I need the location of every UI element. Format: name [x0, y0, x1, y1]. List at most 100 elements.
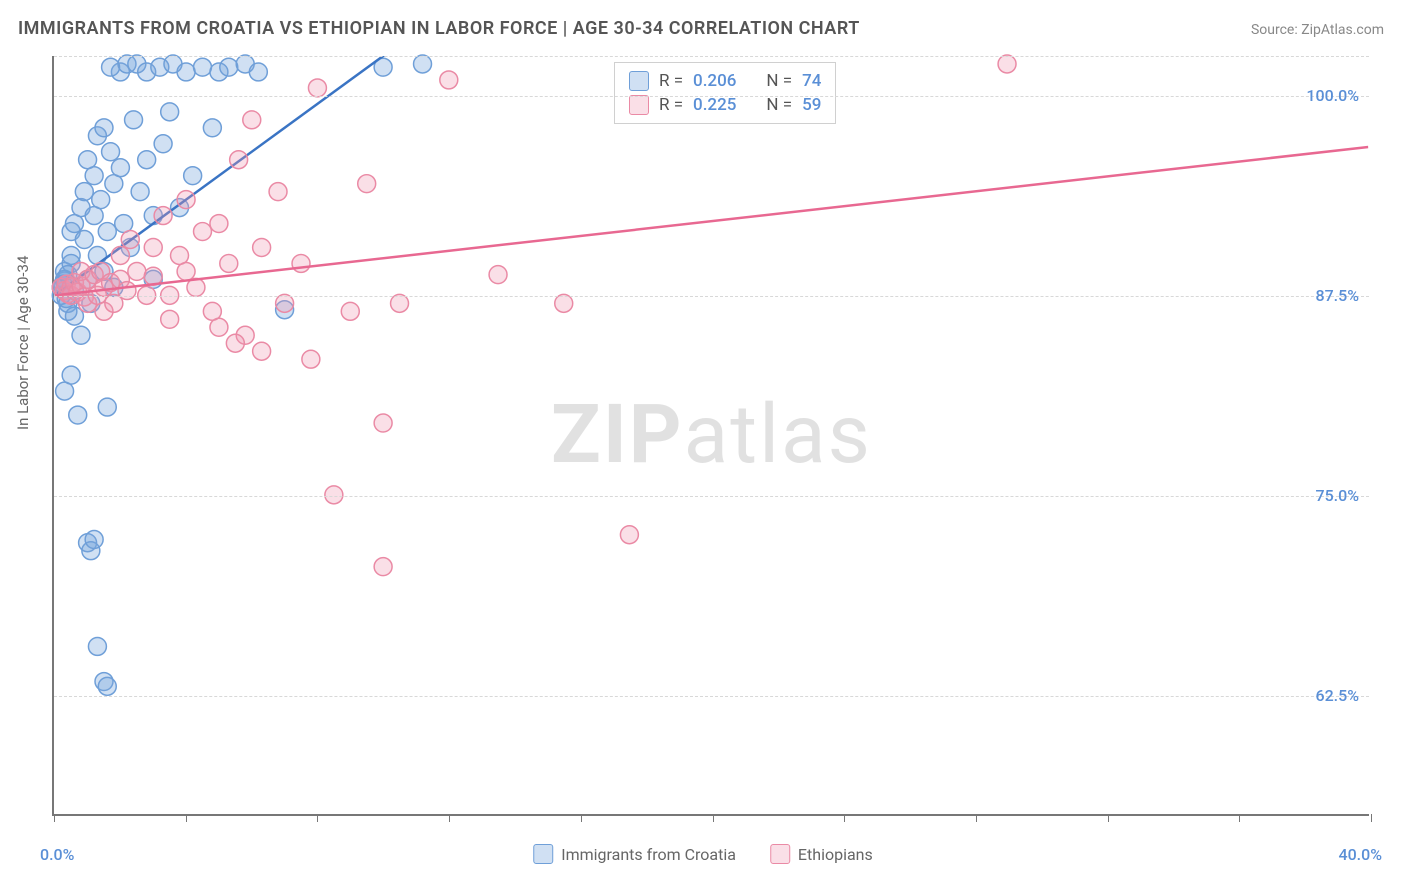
x-tick: [186, 814, 187, 822]
data-point-ethiopians: [358, 175, 376, 193]
legend-label: Ethiopians: [798, 845, 873, 864]
stat-r-label: R =: [659, 71, 683, 91]
data-point-croatia: [92, 191, 110, 209]
data-point-ethiopians: [998, 55, 1016, 73]
data-point-croatia: [62, 366, 80, 384]
data-point-ethiopians: [391, 294, 409, 312]
data-point-croatia: [85, 167, 103, 185]
data-point-croatia: [69, 406, 87, 424]
data-point-croatia: [102, 143, 120, 161]
data-point-croatia: [414, 55, 432, 73]
data-point-ethiopians: [226, 334, 244, 352]
data-point-croatia: [194, 58, 212, 76]
data-point-ethiopians: [194, 223, 212, 241]
data-point-ethiopians: [325, 486, 343, 504]
correlation-stats-box: R =0.206N =74R =0.225N =59: [614, 62, 836, 124]
data-point-ethiopians: [210, 318, 228, 336]
data-point-croatia: [98, 677, 116, 695]
legend-label: Immigrants from Croatia: [561, 845, 736, 864]
stat-r-value: 0.225: [693, 95, 736, 115]
data-point-ethiopians: [489, 266, 507, 284]
data-point-croatia: [98, 223, 116, 241]
x-tick: [844, 814, 845, 822]
data-point-ethiopians: [308, 79, 326, 97]
data-point-ethiopians: [210, 215, 228, 233]
data-point-ethiopians: [269, 183, 287, 201]
data-point-ethiopians: [374, 558, 392, 576]
x-tick: [1108, 814, 1109, 822]
y-tick-label: 87.5%: [1315, 286, 1359, 305]
gridline: [54, 56, 1369, 57]
data-point-croatia: [95, 119, 113, 137]
data-point-ethiopians: [177, 262, 195, 280]
data-point-croatia: [203, 119, 221, 137]
chart-title: IMMIGRANTS FROM CROATIA VS ETHIOPIAN IN …: [18, 18, 860, 39]
data-point-ethiopians: [220, 254, 238, 272]
data-point-croatia: [125, 111, 143, 129]
data-point-ethiopians: [341, 302, 359, 320]
y-axis-label: In Labor Force | Age 30-34: [14, 256, 32, 430]
data-point-ethiopians: [121, 231, 139, 249]
x-axis-max-label: 40.0%: [1338, 845, 1382, 864]
regression-line-ethiopians: [55, 147, 1369, 295]
data-point-croatia: [131, 183, 149, 201]
data-point-ethiopians: [440, 71, 458, 89]
stat-n-label: N =: [766, 95, 792, 115]
data-point-croatia: [75, 183, 93, 201]
data-point-croatia: [98, 398, 116, 416]
data-point-croatia: [184, 167, 202, 185]
data-point-ethiopians: [128, 262, 146, 280]
data-point-croatia: [72, 326, 90, 344]
legend-swatch-icon: [629, 71, 649, 91]
gridline: [54, 96, 1369, 97]
x-tick: [317, 814, 318, 822]
data-point-croatia: [111, 159, 129, 177]
data-point-ethiopians: [253, 239, 271, 257]
legend-swatch-icon: [629, 95, 649, 115]
data-point-croatia: [102, 58, 120, 76]
stat-n-value: 74: [802, 71, 821, 91]
y-tick-label: 62.5%: [1315, 686, 1359, 705]
data-point-ethiopians: [243, 111, 261, 129]
stat-n-label: N =: [766, 71, 792, 91]
gridline: [54, 496, 1369, 497]
data-point-croatia: [177, 63, 195, 81]
data-point-ethiopians: [230, 151, 248, 169]
y-tick-label: 75.0%: [1315, 486, 1359, 505]
stats-row-croatia: R = 0.206 N = 74: [629, 69, 821, 93]
data-point-ethiopians: [302, 350, 320, 368]
data-point-ethiopians: [253, 342, 271, 360]
gridline: [54, 296, 1369, 297]
data-point-ethiopians: [620, 526, 638, 544]
data-point-ethiopians: [555, 294, 573, 312]
x-tick: [449, 814, 450, 822]
gridline: [54, 696, 1369, 697]
data-point-croatia: [85, 531, 103, 549]
data-point-croatia: [249, 63, 267, 81]
x-tick: [1371, 814, 1372, 822]
data-point-croatia: [138, 151, 156, 169]
data-point-croatia: [220, 58, 238, 76]
x-tick: [976, 814, 977, 822]
legend-item-croatia: Immigrants from Croatia: [533, 844, 736, 864]
scatter-svg: [54, 56, 1369, 814]
data-point-ethiopians: [292, 254, 310, 272]
x-axis-min-label: 0.0%: [40, 845, 74, 864]
plot-area: ZIPatlas R =0.206N =74R =0.225N =59 62.5…: [52, 56, 1369, 816]
data-point-ethiopians: [276, 294, 294, 312]
x-tick: [1239, 814, 1240, 822]
data-point-ethiopians: [154, 207, 172, 225]
data-point-ethiopians: [111, 246, 129, 264]
bottom-legend: Immigrants from Croatia Ethiopians: [533, 844, 873, 864]
x-tick: [54, 814, 55, 822]
source-attribution: Source: ZipAtlas.com: [1251, 22, 1384, 38]
data-point-ethiopians: [161, 310, 179, 328]
x-tick: [713, 814, 714, 822]
x-tick: [581, 814, 582, 822]
stat-r-value: 0.206: [693, 71, 736, 91]
stat-r-label: R =: [659, 95, 683, 115]
data-point-ethiopians: [374, 414, 392, 432]
data-point-ethiopians: [144, 239, 162, 257]
data-point-croatia: [88, 637, 106, 655]
data-point-croatia: [154, 135, 172, 153]
